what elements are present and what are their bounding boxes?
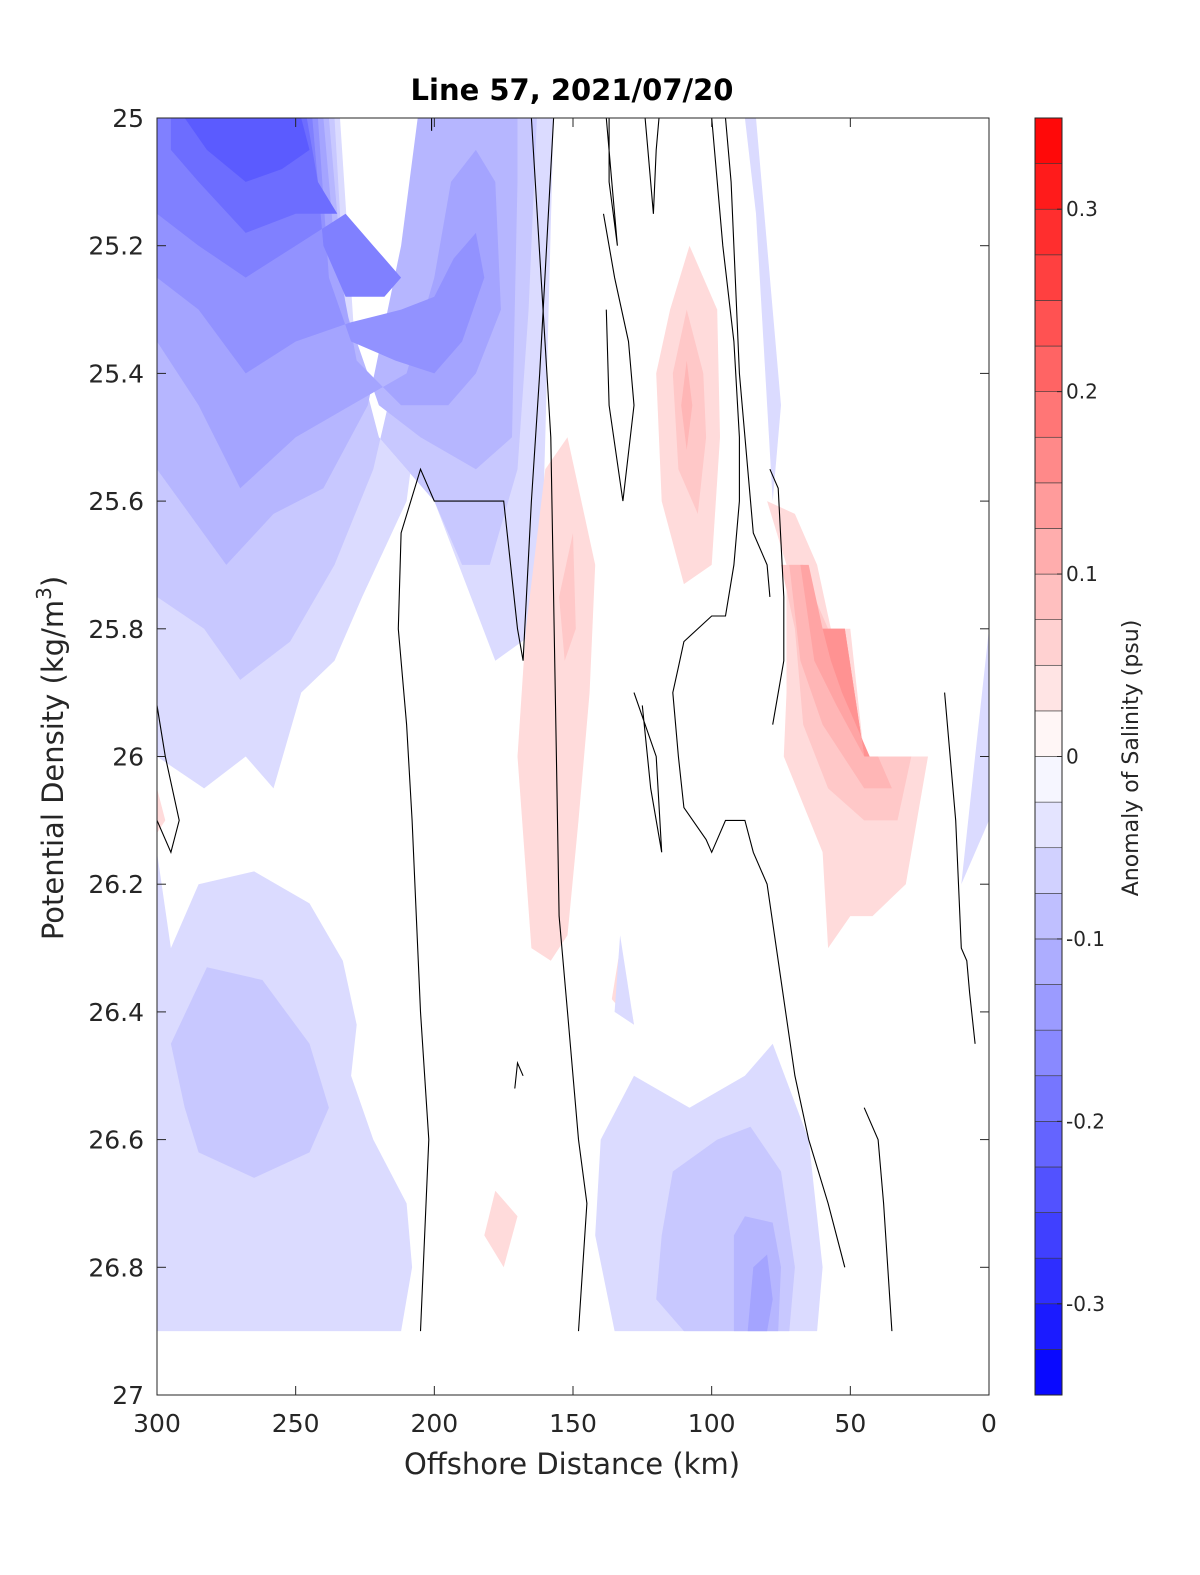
- colorbar-segment-22: [1034, 345, 1063, 392]
- x-tick-label-0: 300: [133, 1409, 181, 1438]
- y-axis-label-superscript: 3: [32, 587, 56, 600]
- contour-region-16: [517, 437, 596, 961]
- zero-contour-12: [769, 468, 785, 725]
- contour-region-17: [559, 533, 576, 661]
- colorbar-segment-14: [1034, 710, 1063, 757]
- y-tick-label-0: 25: [112, 104, 144, 133]
- y-tick-label-8: 26.6: [88, 1126, 144, 1155]
- colorbar-segment-9: [1034, 938, 1063, 985]
- colorbar-segment-4: [1034, 1166, 1063, 1213]
- zero-contour-4: [644, 118, 660, 214]
- colorbar-tick-label-3: 0: [1066, 745, 1079, 769]
- contour-region-29: [614, 935, 634, 1025]
- contour-fill-layer: [157, 118, 989, 1332]
- x-axis: 300 250 200 150 100 50 0: [133, 118, 997, 1438]
- y-axis-label-suffix: ): [36, 576, 70, 587]
- y-tick-label-6: 26.2: [88, 870, 144, 899]
- x-tick-label-5: 50: [834, 1409, 866, 1438]
- colorbar-segment-23: [1034, 300, 1063, 347]
- colorbar-tick-label-5: 0.2: [1066, 380, 1098, 404]
- contour-region-27: [484, 1190, 518, 1268]
- colorbar-label: Anomaly of Salinity (psu): [1119, 620, 1144, 897]
- colorbar-tick-label-0: -0.3: [1066, 1292, 1105, 1316]
- colorbar-segment-25: [1034, 208, 1063, 256]
- colorbar-frame: [1034, 117, 1063, 1396]
- colorbar-segment-12: [1034, 801, 1063, 849]
- contour-region-20: [681, 360, 693, 450]
- colorbar-ticks: -0.3 -0.2 -0.1 0 0.1 0.2 0.3: [1057, 197, 1105, 1316]
- colorbar-segment-10: [1034, 893, 1063, 940]
- zero-contour-2: [157, 705, 180, 854]
- colorbar-segment-27: [1034, 117, 1063, 164]
- colorbar-segment-13: [1034, 756, 1063, 803]
- zero-contour-6: [397, 118, 555, 1332]
- contour-region-25: [822, 628, 870, 757]
- zero-contour-14: [944, 692, 976, 1044]
- y-axis: 25 25.2 25.4 25.6 25.8 26 26.2 26.4 26.6 26.8 27: [88, 104, 989, 1410]
- y-axis-label-prefix: Potential Density (kg/m: [36, 600, 70, 940]
- zero-contour-7: [530, 118, 588, 1332]
- colorbar-segment-26: [1034, 163, 1063, 210]
- zero-contour-10: [633, 692, 663, 853]
- colorbar-segment-20: [1034, 436, 1063, 484]
- y-tick-label-3: 25.6: [88, 487, 144, 516]
- colorbar-tick-label-4: 0.1: [1066, 562, 1098, 586]
- zero-contour-9: [602, 213, 635, 502]
- zero-contour-13: [863, 1107, 893, 1332]
- y-tick-label-10: 27: [112, 1381, 144, 1410]
- colorbar-tick-label-2: -0.1: [1066, 927, 1105, 951]
- chart-title: Line 57, 2021/07/20: [411, 73, 734, 107]
- y-tick-label-9: 26.8: [88, 1253, 144, 1282]
- colorbar-segment-16: [1034, 619, 1063, 666]
- colorbar-tick-label-6: 0.3: [1066, 197, 1098, 221]
- zero-contour-11: [672, 118, 846, 1268]
- colorbar-segment-7: [1034, 1029, 1063, 1077]
- colorbar-segment-18: [1034, 528, 1063, 575]
- colorbar-segment-21: [1034, 391, 1063, 438]
- colorbar-segment-6: [1034, 1075, 1063, 1122]
- colorbar-segment-1: [1034, 1303, 1063, 1350]
- colorbar-segment-15: [1034, 664, 1063, 712]
- colorbar-segment-19: [1034, 482, 1063, 529]
- colorbar-segment-3: [1034, 1212, 1063, 1259]
- colorbar-segment-2: [1034, 1257, 1063, 1305]
- y-tick-label-5: 26: [112, 743, 144, 772]
- x-axis-label: Offshore Distance (km): [404, 1447, 740, 1481]
- colorbar-segment-8: [1034, 984, 1063, 1031]
- colorbar-segment-11: [1034, 847, 1063, 894]
- contour-region-26: [157, 788, 166, 834]
- zero-contour-5: [724, 118, 771, 597]
- zero-contour-8: [600, 118, 618, 246]
- colorbar-segment-17: [1034, 573, 1063, 620]
- contour-region-7: [184, 118, 310, 182]
- x-tick-label-6: 0: [981, 1409, 997, 1438]
- x-tick-label-3: 150: [549, 1409, 597, 1438]
- contour-region-14: [961, 628, 989, 885]
- x-tick-label-4: 100: [688, 1409, 736, 1438]
- zero-contour-layer: [157, 118, 976, 1332]
- y-tick-label-7: 26.4: [88, 998, 144, 1027]
- plot-area: [157, 118, 989, 1395]
- colorbar-tick-label-1: -0.2: [1066, 1109, 1105, 1133]
- y-tick-label-2: 25.4: [88, 359, 144, 388]
- y-tick-label-1: 25.2: [88, 232, 144, 261]
- colorbar-segment-5: [1034, 1121, 1063, 1168]
- y-tick-label-4: 25.8: [88, 615, 144, 644]
- contour-region-15: [744, 118, 781, 502]
- y-axis-label: Potential Density (kg/m3): [32, 576, 70, 940]
- colorbar-segment-24: [1034, 254, 1063, 301]
- colorbar-segment-0: [1034, 1349, 1063, 1396]
- contour-region-13: [747, 1254, 773, 1332]
- x-tick-label-1: 250: [272, 1409, 320, 1438]
- x-tick-label-2: 200: [410, 1409, 458, 1438]
- zero-contour-3: [514, 1060, 524, 1089]
- contour-region-9: [170, 967, 329, 1178]
